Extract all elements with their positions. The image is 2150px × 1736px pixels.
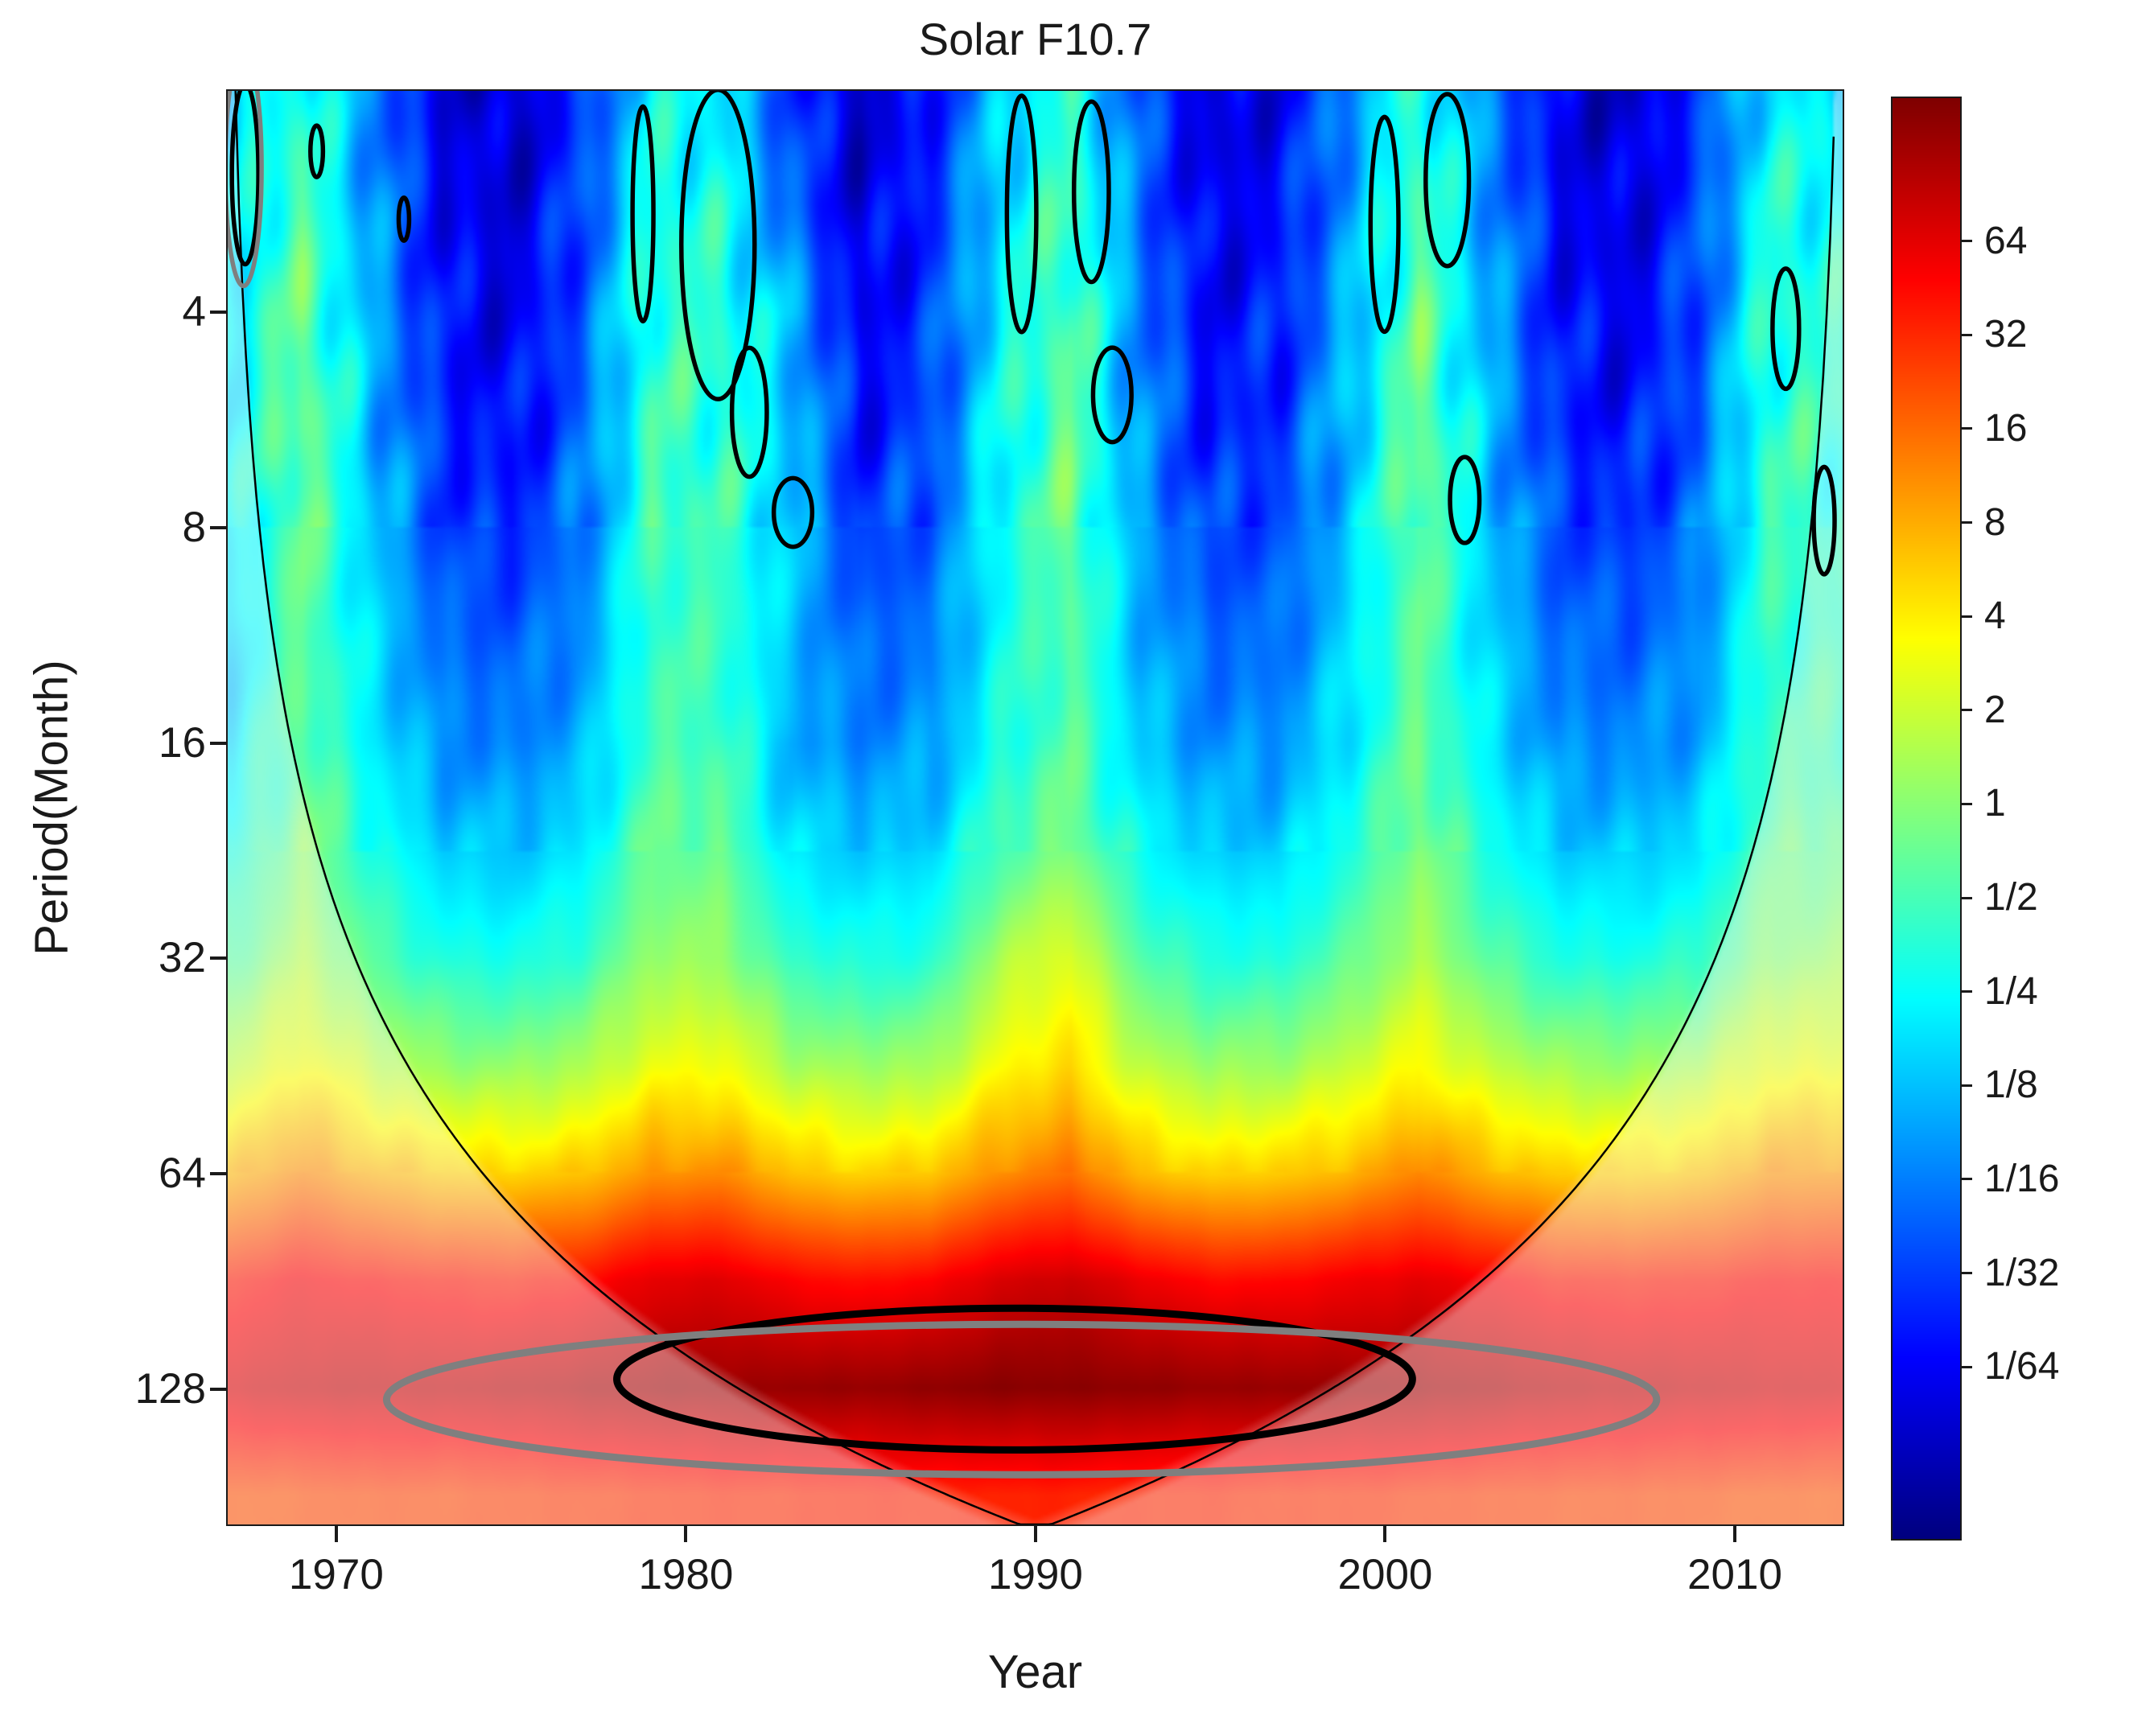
significance-contour	[729, 345, 769, 479]
y-tick-mark	[210, 526, 226, 530]
colorbar-tick-label: 2	[1984, 688, 2006, 731]
wavelet-heatmap-canvas	[228, 91, 1843, 1524]
significance-contour	[1004, 93, 1039, 335]
y-tick-mark	[210, 956, 226, 961]
y-axis-label: Period(Month)	[25, 660, 78, 956]
chart-title: Solar F10.7	[918, 14, 1152, 64]
significance-contour	[1811, 464, 1837, 577]
wavelet-heatmap-plot	[226, 89, 1844, 1526]
colorbar-tick-mark	[1962, 427, 1972, 430]
colorbar-tick-label: 1/8	[1984, 1063, 2038, 1107]
x-tick-mark	[1383, 1526, 1387, 1542]
significance-contour	[771, 475, 815, 549]
significance-contour	[630, 104, 656, 324]
colorbar-tick-label: 1/64	[1984, 1345, 2060, 1388]
y-tick-label: 64	[159, 1149, 206, 1197]
colorbar-tick-label: 1/16	[1984, 1157, 2060, 1200]
colorbar-tick-mark	[1962, 1084, 1972, 1087]
significance-contour	[1090, 345, 1134, 445]
colorbar-tick-label: 1/32	[1984, 1251, 2060, 1294]
colorbar	[1891, 97, 1962, 1541]
colorbar-tick-mark	[1962, 1178, 1972, 1181]
significance-contour	[229, 91, 261, 267]
colorbar-tick-mark	[1962, 240, 1972, 243]
significance-contour	[396, 195, 412, 243]
y-tick-label: 16	[159, 718, 206, 767]
colorbar-tick-label: 1	[1984, 782, 2006, 825]
y-tick-mark	[210, 1387, 226, 1391]
y-tick-label: 128	[134, 1364, 206, 1413]
x-tick-label: 1980	[638, 1551, 734, 1598]
significance-contour	[228, 91, 264, 289]
significance-contour	[1071, 99, 1111, 285]
colorbar-tick-label: 8	[1984, 500, 2006, 544]
colorbar-tick-mark	[1962, 615, 1972, 618]
colorbar-tick-label: 4	[1984, 594, 2006, 638]
colorbar-tick-mark	[1962, 333, 1972, 336]
colorbar-tick-label: 16	[1984, 406, 2028, 450]
y-tick-mark	[210, 1171, 226, 1175]
x-tick-mark	[684, 1526, 688, 1542]
colorbar-tick-mark	[1962, 521, 1972, 525]
colorbar-tick-mark	[1962, 709, 1972, 712]
outer-gray-contour	[382, 1320, 1661, 1479]
colorbar-tick-mark	[1962, 802, 1972, 805]
x-tick-mark	[334, 1526, 338, 1542]
colorbar-tick-label: 64	[1984, 219, 2028, 262]
colorbar-tick-mark	[1962, 1365, 1972, 1368]
x-axis-label: Year	[987, 1646, 1083, 1698]
y-tick-mark	[210, 741, 226, 745]
colorbar-tick-mark	[1962, 896, 1972, 899]
colorbar-canvas	[1893, 98, 1960, 1539]
significance-contour	[1423, 92, 1472, 269]
significance-contour	[308, 123, 326, 179]
y-tick-label: 4	[182, 288, 206, 336]
significance-contour	[1368, 114, 1401, 335]
colorbar-tick-label: 1/4	[1984, 969, 2038, 1013]
x-tick-label: 1990	[987, 1551, 1083, 1598]
significance-contour	[1770, 266, 1802, 392]
colorbar-tick-mark	[1962, 1272, 1972, 1275]
y-tick-mark	[210, 311, 226, 315]
x-tick-label: 2000	[1337, 1551, 1433, 1598]
y-tick-label: 32	[159, 934, 206, 982]
x-tick-label: 2010	[1687, 1551, 1782, 1598]
cone-of-influence-line	[234, 91, 1835, 1524]
contour-overlay	[228, 91, 1837, 1524]
x-tick-mark	[1732, 1526, 1736, 1542]
significance-contour	[679, 91, 757, 401]
colorbar-tick-label: 32	[1984, 313, 2028, 356]
colorbar-tick-label: 1/2	[1984, 876, 2038, 919]
main-significance-contour	[613, 1304, 1416, 1454]
x-tick-mark	[1033, 1526, 1037, 1542]
colorbar-tick-mark	[1962, 990, 1972, 993]
x-tick-label: 1970	[288, 1551, 384, 1598]
y-tick-label: 8	[182, 504, 206, 552]
significance-contour	[1448, 455, 1482, 545]
